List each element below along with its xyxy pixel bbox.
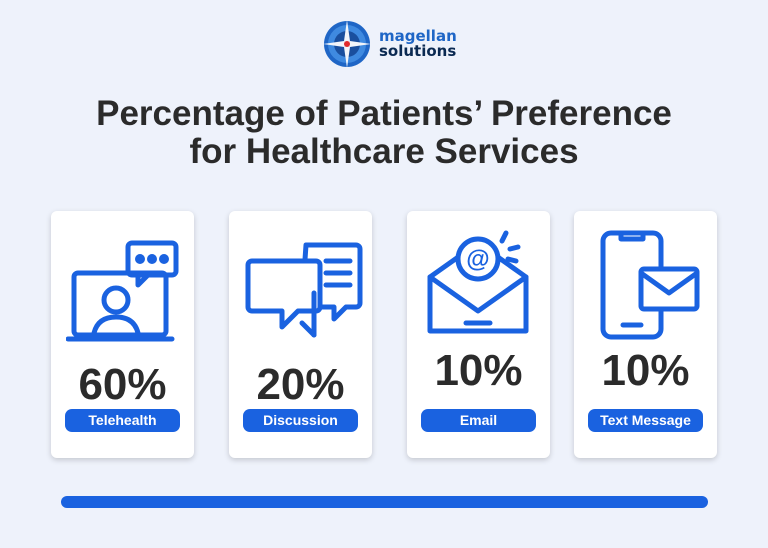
stat-card-email: @ 10% Email <box>407 211 550 458</box>
title-line-1: Percentage of Patients’ Preference <box>96 94 672 133</box>
stat-card-telehealth: 60% Telehealth <box>51 211 194 458</box>
percentage-value: 10% <box>434 346 523 395</box>
page-title: Percentage of Patients’ Preference for H… <box>0 95 768 171</box>
chat-bubbles-icon <box>245 242 363 338</box>
category-label: Email <box>421 409 536 432</box>
svg-text:@: @ <box>466 246 489 273</box>
brand-logo: magellan solutions <box>321 18 457 70</box>
telehealth-icon <box>66 240 179 342</box>
percentage-value: 20% <box>256 360 345 409</box>
category-label: Telehealth <box>65 409 180 432</box>
brand-name-line2: solutions <box>379 42 457 60</box>
percentage-value: 60% <box>78 360 167 409</box>
compass-icon <box>323 20 371 68</box>
title-line-2: for Healthcare Services <box>189 132 579 171</box>
stat-card-discussion: 20% Discussion <box>229 211 372 458</box>
stat-card-text-message: 10% Text Message <box>574 211 717 458</box>
brand-name-line1: magellan <box>379 27 457 45</box>
phone-message-icon <box>600 230 700 340</box>
percentage-value: 10% <box>601 346 690 395</box>
category-label: Text Message <box>588 409 703 432</box>
category-label: Discussion <box>243 409 358 432</box>
footer-accent-bar <box>61 496 708 508</box>
email-envelope-icon: @ <box>427 230 529 334</box>
